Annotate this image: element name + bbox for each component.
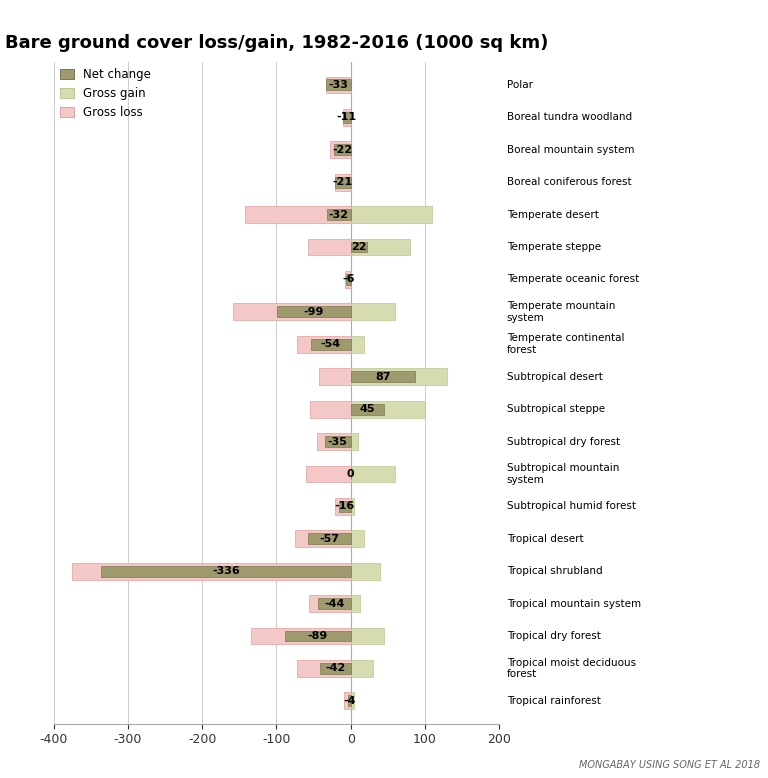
- Text: -54: -54: [320, 339, 341, 349]
- Text: -42: -42: [325, 664, 346, 674]
- Bar: [233, 303, 351, 321]
- Text: Temperate desert: Temperate desert: [507, 209, 599, 219]
- Text: -16: -16: [335, 501, 355, 511]
- Bar: [348, 696, 351, 706]
- Bar: [335, 173, 351, 191]
- Bar: [351, 595, 359, 612]
- Text: 45: 45: [359, 404, 376, 414]
- Bar: [310, 338, 351, 350]
- Bar: [309, 533, 351, 545]
- Text: 22: 22: [351, 242, 366, 252]
- Text: Boreal tundra woodland: Boreal tundra woodland: [507, 112, 632, 122]
- Text: Tropical shrubland: Tropical shrubland: [507, 566, 603, 576]
- Bar: [351, 239, 410, 255]
- Text: -21: -21: [333, 177, 353, 187]
- Bar: [351, 206, 432, 223]
- Bar: [346, 274, 351, 285]
- Title: Bare ground cover loss/gain, 1982-2016 (1000 sq km): Bare ground cover loss/gain, 1982-2016 (…: [5, 34, 548, 52]
- Text: Temperate mountain
system: Temperate mountain system: [507, 301, 615, 323]
- Text: -89: -89: [307, 631, 328, 641]
- Text: MONGABAY USING SONG ET AL 2018: MONGABAY USING SONG ET AL 2018: [579, 760, 760, 770]
- Legend: Net change, Gross gain, Gross loss: Net change, Gross gain, Gross loss: [60, 68, 151, 119]
- Text: -44: -44: [324, 598, 345, 608]
- Text: Subtropical mountain
system: Subtropical mountain system: [507, 463, 619, 485]
- Bar: [326, 76, 351, 93]
- Bar: [71, 562, 351, 580]
- Text: -32: -32: [329, 209, 349, 219]
- Bar: [343, 112, 351, 123]
- Bar: [325, 436, 351, 447]
- Text: Boreal mountain system: Boreal mountain system: [507, 145, 634, 155]
- Bar: [351, 303, 396, 321]
- Bar: [343, 109, 351, 126]
- Text: 87: 87: [376, 372, 391, 382]
- Text: Temperate oceanic forest: Temperate oceanic forest: [507, 275, 639, 285]
- Text: -336: -336: [212, 566, 240, 576]
- Bar: [251, 628, 351, 644]
- Bar: [351, 498, 354, 515]
- Bar: [277, 307, 351, 317]
- Bar: [285, 630, 351, 642]
- Text: -11: -11: [336, 112, 356, 122]
- Bar: [351, 562, 380, 580]
- Bar: [245, 206, 351, 223]
- Text: Subtropical humid forest: Subtropical humid forest: [507, 501, 636, 511]
- Text: -22: -22: [333, 145, 353, 155]
- Text: -57: -57: [319, 534, 339, 544]
- Bar: [351, 692, 354, 710]
- Text: Tropical desert: Tropical desert: [507, 534, 584, 544]
- Bar: [308, 239, 351, 255]
- Bar: [351, 628, 384, 644]
- Bar: [317, 433, 351, 450]
- Bar: [310, 595, 351, 612]
- Text: -4: -4: [343, 696, 356, 706]
- Text: -33: -33: [329, 80, 349, 90]
- Bar: [351, 368, 447, 385]
- Text: Subtropical desert: Subtropical desert: [507, 372, 603, 382]
- Bar: [335, 498, 351, 515]
- Bar: [310, 401, 351, 418]
- Text: Tropical mountain system: Tropical mountain system: [507, 598, 641, 608]
- Text: Polar: Polar: [507, 80, 533, 90]
- Text: Tropical moist deciduous
forest: Tropical moist deciduous forest: [507, 657, 636, 679]
- Bar: [351, 660, 373, 677]
- Bar: [345, 271, 351, 288]
- Bar: [351, 401, 425, 418]
- Text: Subtropical dry forest: Subtropical dry forest: [507, 436, 620, 447]
- Bar: [351, 433, 358, 450]
- Bar: [351, 336, 364, 352]
- Bar: [351, 241, 367, 253]
- Bar: [319, 368, 351, 385]
- Bar: [334, 144, 351, 156]
- Bar: [351, 404, 384, 415]
- Text: Boreal coniferous forest: Boreal coniferous forest: [507, 177, 631, 187]
- Text: Subtropical steppe: Subtropical steppe: [507, 404, 605, 414]
- Bar: [351, 371, 415, 382]
- Text: Temperate continental
forest: Temperate continental forest: [507, 334, 624, 355]
- Text: Tropical rainforest: Tropical rainforest: [507, 696, 601, 706]
- Text: -35: -35: [328, 436, 348, 447]
- Bar: [318, 598, 351, 609]
- Bar: [351, 531, 364, 547]
- Text: Temperate steppe: Temperate steppe: [507, 242, 601, 252]
- Bar: [351, 465, 396, 482]
- Bar: [344, 692, 351, 710]
- Bar: [330, 142, 351, 158]
- Bar: [326, 79, 351, 90]
- Bar: [319, 663, 351, 674]
- Bar: [306, 465, 351, 482]
- Text: -99: -99: [304, 307, 324, 317]
- Bar: [327, 209, 351, 220]
- Text: -6: -6: [343, 275, 355, 285]
- Text: Tropical dry forest: Tropical dry forest: [507, 631, 601, 641]
- Bar: [295, 531, 351, 547]
- Bar: [339, 501, 351, 512]
- Text: 0: 0: [347, 469, 355, 479]
- Bar: [297, 660, 351, 677]
- Bar: [297, 336, 351, 352]
- Bar: [101, 566, 351, 576]
- Bar: [335, 177, 351, 187]
